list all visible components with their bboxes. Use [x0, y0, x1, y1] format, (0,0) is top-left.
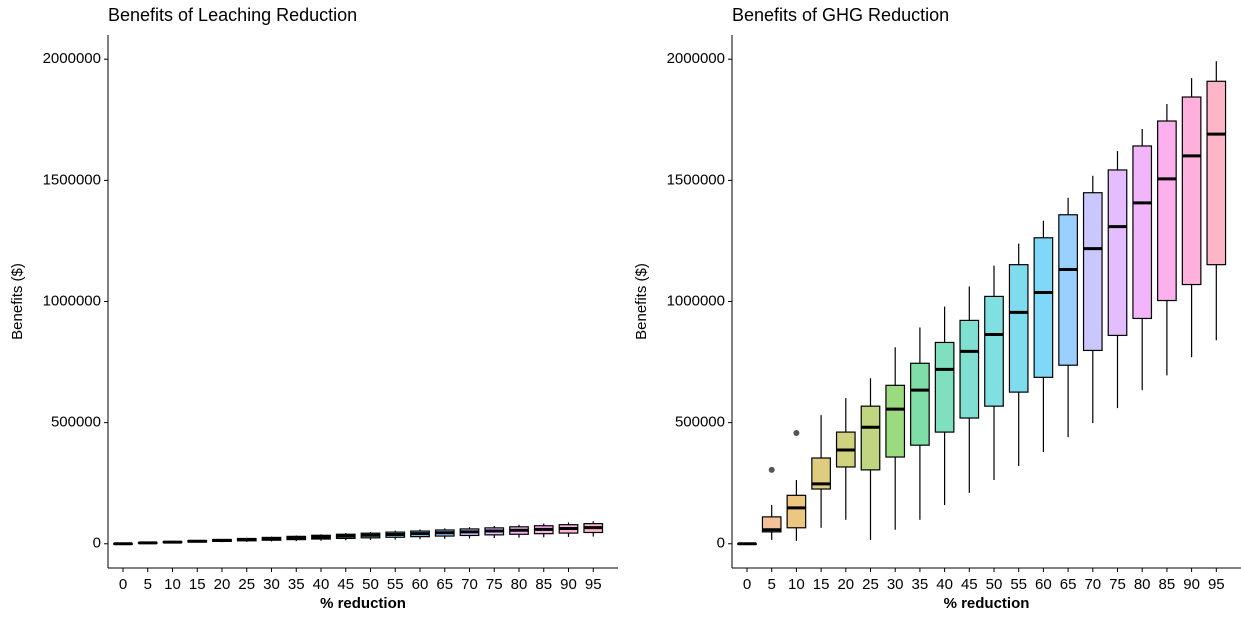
- y-tick-label: 500000: [51, 414, 101, 431]
- x-tick-label: 10: [164, 576, 181, 593]
- x-tick-label: 40: [936, 576, 953, 593]
- x-tick-label: 85: [535, 576, 552, 593]
- box: [811, 457, 831, 490]
- x-tick-label: 80: [1134, 576, 1151, 593]
- x-tick-label: 20: [214, 576, 231, 593]
- x-tick-label: 25: [862, 576, 879, 593]
- x-tick-label: 50: [986, 576, 1003, 593]
- x-axis-label: % reduction: [320, 595, 406, 612]
- x-tick-label: 95: [585, 576, 602, 593]
- x-tick-label: 20: [837, 576, 854, 593]
- box: [1181, 96, 1202, 286]
- chart-title: Benefits of GHG Reduction: [732, 5, 949, 25]
- x-tick-label: 15: [813, 576, 830, 593]
- x-tick-label: 30: [887, 576, 904, 593]
- x-tick-label: 25: [238, 576, 255, 593]
- y-tick-label: 2000000: [667, 50, 725, 67]
- x-tick-label: 40: [313, 576, 330, 593]
- x-tick-label: 75: [1109, 576, 1126, 593]
- x-tick-label: 70: [1084, 576, 1101, 593]
- y-tick-label: 1000000: [43, 292, 101, 309]
- box: [1206, 80, 1227, 266]
- box: [860, 405, 881, 471]
- x-tick-label: 55: [387, 576, 404, 593]
- y-axis-label: Benefits ($): [633, 263, 650, 340]
- box: [959, 319, 980, 419]
- x-tick-label: 45: [337, 576, 354, 593]
- x-tick-label: 95: [1208, 576, 1225, 593]
- y-tick-label: 0: [93, 535, 101, 552]
- box: [1107, 169, 1128, 337]
- x-tick-label: 65: [436, 576, 453, 593]
- box: [761, 516, 782, 533]
- x-tick-label: 75: [486, 576, 503, 593]
- y-tick-label: 1500000: [667, 171, 725, 188]
- x-tick-label: 30: [263, 576, 280, 593]
- box: [1033, 237, 1054, 378]
- box: [934, 341, 955, 433]
- x-tick-label: 90: [560, 576, 577, 593]
- x-tick-label: 35: [912, 576, 929, 593]
- x-tick-label: 65: [1060, 576, 1077, 593]
- box: [1058, 214, 1078, 366]
- x-tick-label: 0: [119, 576, 127, 593]
- box: [1132, 145, 1153, 320]
- box: [1008, 264, 1029, 393]
- x-tick-label: 70: [461, 576, 478, 593]
- x-tick-label: 5: [144, 576, 152, 593]
- outlier: [768, 466, 775, 473]
- box: [910, 362, 930, 446]
- chart-title: Benefits of Leaching Reduction: [108, 5, 357, 25]
- x-tick-label: 15: [189, 576, 206, 593]
- x-tick-label: 60: [1035, 576, 1052, 593]
- x-tick-label: 5: [768, 576, 776, 593]
- y-tick-label: 2000000: [43, 50, 101, 67]
- x-tick-label: 85: [1159, 576, 1176, 593]
- x-tick-label: 45: [961, 576, 978, 593]
- y-tick-label: 500000: [675, 414, 725, 431]
- x-tick-label: 35: [288, 576, 305, 593]
- x-tick-label: 60: [412, 576, 429, 593]
- x-tick-label: 0: [743, 576, 751, 593]
- box: [1157, 120, 1177, 302]
- x-tick-label: 10: [788, 576, 805, 593]
- y-axis-label: Benefits ($): [9, 263, 26, 340]
- y-tick-label: 1500000: [43, 171, 101, 188]
- x-axis-label: % reduction: [944, 595, 1030, 612]
- x-tick-label: 55: [1010, 576, 1027, 593]
- x-tick-label: 50: [362, 576, 379, 593]
- y-tick-label: 0: [717, 535, 725, 552]
- box: [786, 494, 807, 529]
- y-tick-label: 1000000: [667, 292, 725, 309]
- x-tick-label: 80: [511, 576, 528, 593]
- x-tick-label: 90: [1183, 576, 1200, 593]
- box: [1082, 192, 1103, 352]
- box: [984, 295, 1004, 407]
- outlier: [793, 430, 800, 437]
- box: [885, 384, 906, 458]
